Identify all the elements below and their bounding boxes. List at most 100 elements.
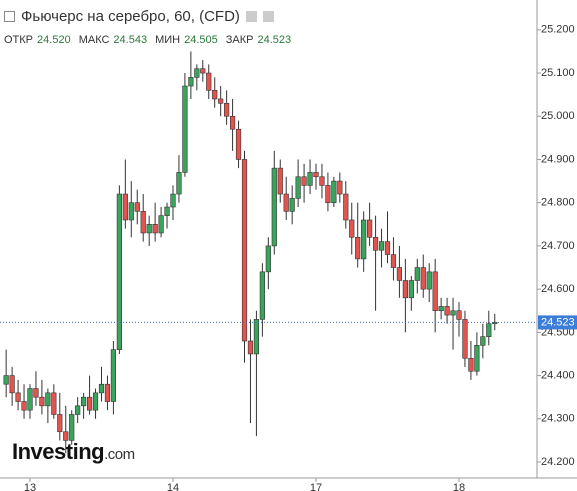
candle-body [367, 219, 373, 238]
candle-body [212, 90, 218, 100]
candle-body [384, 241, 391, 255]
candle-body [9, 375, 15, 394]
candle-body [134, 202, 140, 212]
header: Фьючерс на серебро, 60, (CFD) [4, 8, 274, 25]
candle-body [271, 167, 277, 247]
candle-body [39, 396, 45, 407]
candle-body [69, 414, 75, 441]
y-tick-label: 24.200 [541, 456, 575, 468]
y-tick-label: 24.700 [541, 240, 575, 252]
candle-body [27, 388, 33, 411]
candle-body [325, 185, 331, 203]
candle-body [343, 193, 349, 221]
candle-body [378, 241, 385, 251]
last-price-label: 24.523 [541, 316, 575, 328]
candle-body [420, 267, 426, 290]
candle-body [206, 72, 212, 91]
candle-body [81, 396, 87, 407]
x-tick-label: 17 [310, 482, 322, 491]
candle-body [86, 396, 93, 411]
ohlc-label: ОТКР [4, 34, 34, 46]
candle-body [45, 392, 51, 407]
candle-body [331, 180, 337, 203]
candle-body [51, 392, 57, 415]
candle-body [57, 414, 63, 433]
candle-body [104, 383, 111, 402]
x-tick-label: 18 [453, 482, 465, 491]
candle-body [355, 236, 361, 260]
collapse-icon[interactable] [4, 11, 15, 22]
candle-body [337, 180, 343, 195]
y-tick-label: 24.600 [541, 283, 575, 295]
candle-body [247, 340, 254, 355]
candle-body [164, 206, 170, 216]
candle-body [444, 306, 450, 316]
candle-body [462, 319, 468, 359]
ohlc-value: 24.543 [113, 34, 148, 46]
x-tick-label: 14 [167, 482, 179, 491]
candle-body [194, 68, 200, 78]
candle-body [176, 172, 182, 195]
gear-icon[interactable] [262, 11, 274, 22]
candle-body [432, 271, 438, 312]
candle-body [241, 159, 248, 342]
candle-body [468, 357, 474, 372]
ohlc-label: МИН [155, 34, 181, 46]
candle-body [295, 176, 301, 199]
candle-body [188, 77, 194, 87]
ohlc-value: 24.505 [184, 34, 218, 46]
candle-body [128, 202, 134, 221]
candle-body [63, 431, 69, 441]
candle-body [116, 193, 122, 350]
settings-icon[interactable] [245, 11, 257, 22]
ohlc-value: 24.523 [257, 34, 292, 46]
y-tick-label: 25.100 [541, 67, 575, 79]
x-tick-label: 13 [24, 482, 36, 491]
candle-body [390, 254, 397, 268]
logo-name: Investing [12, 439, 105, 464]
candle-body [438, 306, 444, 312]
candle-body [319, 176, 325, 186]
candle-body [450, 310, 456, 316]
candle-body [259, 271, 265, 320]
candle-body [313, 172, 319, 178]
candle-body [92, 392, 99, 411]
candle-body [253, 319, 260, 355]
ohlc-value: 24.520 [37, 34, 71, 46]
candle-body [486, 323, 492, 337]
y-tick-label: 24.900 [541, 153, 575, 165]
candle-body [402, 280, 408, 299]
candle-body [277, 167, 283, 195]
candle-body [140, 211, 146, 234]
candle-body [182, 85, 188, 173]
ohlc-label: МАКС [78, 34, 110, 46]
candle-body [158, 215, 164, 234]
candle-body [75, 405, 81, 415]
last-price-box [538, 315, 577, 330]
candle-body [122, 193, 128, 221]
candle-body [98, 383, 105, 394]
candle-body [474, 345, 480, 372]
candle-body [396, 267, 403, 281]
candle-body [480, 336, 486, 346]
candle-body [492, 322, 498, 325]
ohlc-row: ОТКР 24.520 МАКС 24.543 МИН 24.505 ЗАКР 24.5… [4, 34, 295, 46]
candle-body [349, 219, 355, 238]
candle-body [456, 310, 462, 320]
logo: Investing.com [12, 439, 135, 465]
candle-body [372, 236, 379, 251]
candle-body [200, 68, 206, 74]
y-tick-label: 24.800 [541, 197, 575, 209]
candle-body [170, 193, 176, 208]
candle-body [301, 176, 307, 186]
candle-body [218, 98, 224, 104]
candle-body [33, 388, 39, 398]
logo-suffix: .com [104, 446, 135, 463]
candle-body [361, 219, 367, 260]
candle-body [265, 245, 271, 273]
candle-body [152, 224, 158, 234]
candle-body [289, 198, 295, 212]
y-tick-label: 25.000 [541, 110, 575, 122]
